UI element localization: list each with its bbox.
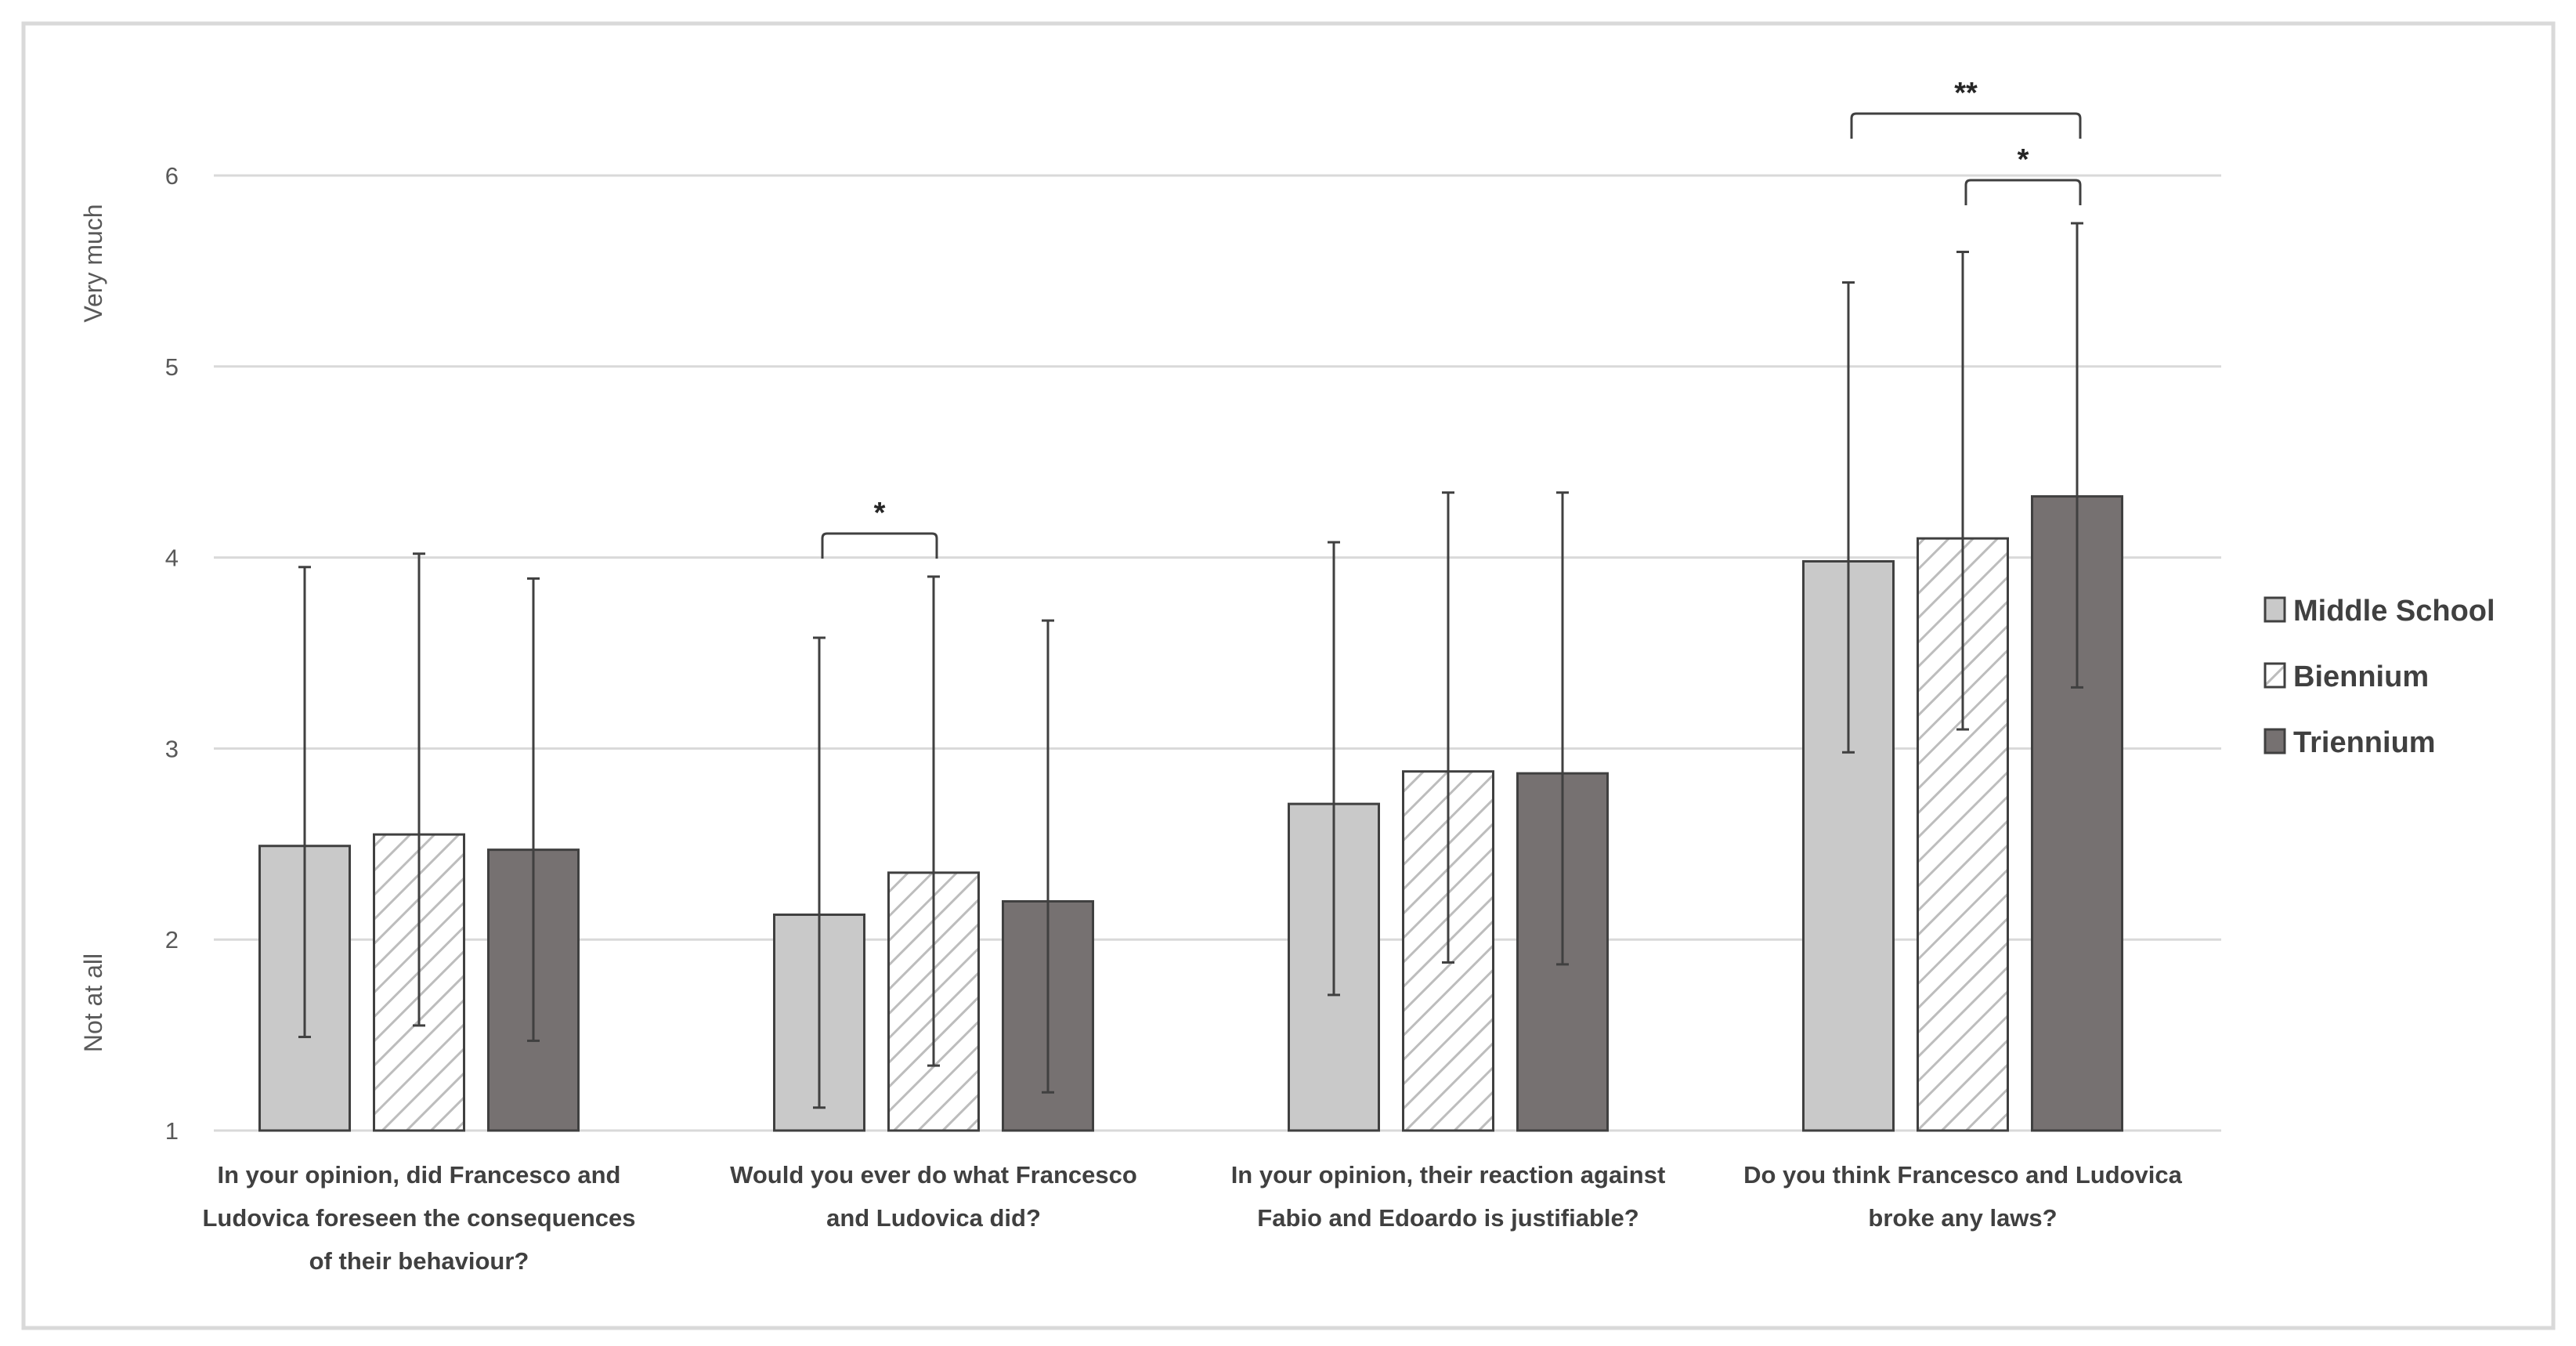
y-axis-label-top: Very much — [79, 204, 107, 322]
y-axis-ticks: 1 2 3 4 5 6 — [165, 162, 179, 1145]
error-bars — [298, 222, 2083, 1109]
x-category-label: of their behaviour? — [309, 1247, 529, 1275]
x-category-label: broke any laws? — [1868, 1204, 2057, 1232]
significance-bracket — [1964, 179, 2082, 205]
legend-swatch — [2263, 728, 2286, 754]
legend-label: Middle School — [2293, 595, 2495, 628]
x-category-label: Would you ever do what Francesco — [730, 1161, 1137, 1189]
y-tick-label: 4 — [165, 545, 179, 572]
x-category-label: and Ludovica did? — [826, 1204, 1041, 1232]
significance-bracket — [821, 532, 938, 559]
significance-label: * — [874, 497, 886, 530]
y-tick-label: 2 — [165, 926, 179, 953]
significance-brackets: **** — [821, 77, 2082, 559]
legend: Middle School Biennium Triennium — [2263, 595, 2495, 759]
significance-bracket — [1850, 112, 2082, 139]
y-tick-label: 6 — [165, 162, 179, 190]
chart-frame — [21, 21, 2556, 1330]
x-axis-labels: In your opinion, did Francesco and Ludovi… — [202, 1161, 2182, 1275]
x-category-label: In your opinion, their reaction against — [1231, 1161, 1666, 1189]
legend-label: Triennium — [2293, 726, 2436, 759]
x-category-label: Ludovica foreseen the consequences — [202, 1204, 635, 1232]
x-category-label: In your opinion, did Francesco and — [218, 1161, 621, 1189]
legend-label: Biennium — [2293, 660, 2429, 693]
y-tick-label: 1 — [165, 1117, 179, 1145]
y-axis-label-bottom: Not at all — [79, 953, 107, 1052]
legend-swatch — [2263, 596, 2286, 623]
y-tick-label: 5 — [165, 353, 179, 381]
y-tick-label: 3 — [165, 735, 179, 762]
legend-swatch — [2263, 662, 2286, 689]
significance-label: ** — [1954, 77, 1978, 110]
significance-label: * — [2018, 143, 2029, 176]
x-category-label: Do you think Francesco and Ludovica — [1743, 1161, 2183, 1189]
x-category-label: Fabio and Edoardo is justifiable? — [1257, 1204, 1638, 1232]
